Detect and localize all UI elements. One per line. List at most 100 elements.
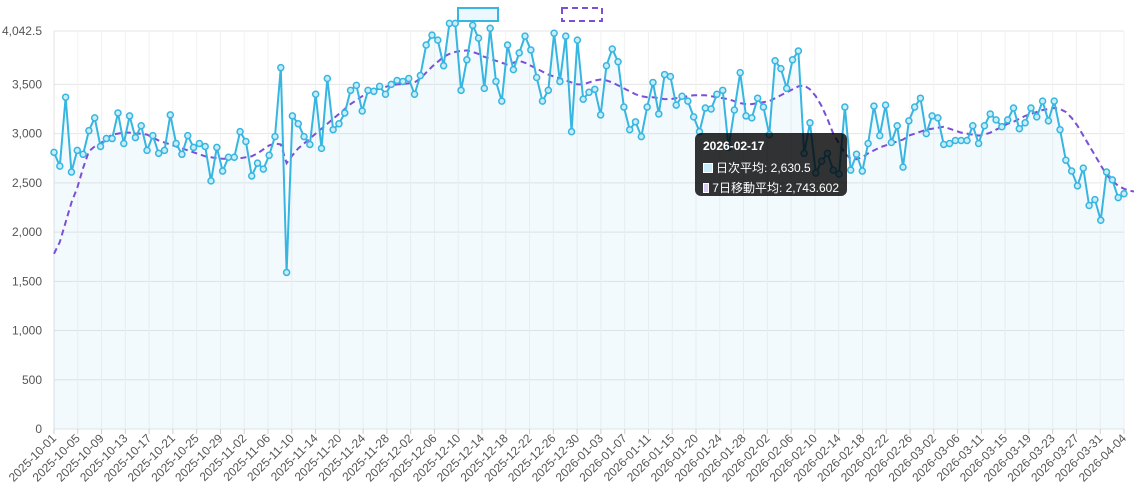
daily-average-point [794, 47, 803, 55]
daily-average-point [1091, 195, 1099, 204]
daily-average-point [1038, 97, 1047, 105]
daily-average-point [719, 86, 727, 95]
daily-average-point [352, 81, 361, 90]
tooltip-label-7day: 7日移動平均: 2,743.602 [712, 181, 839, 195]
daily-average-point [515, 49, 523, 57]
daily-average-point [509, 65, 518, 74]
daily-average-point [271, 132, 279, 141]
legend[interactable]: 日次平均 7日移動平均 [457, 7, 675, 22]
daily-average-point [195, 139, 204, 148]
daily-average-point [556, 77, 564, 86]
daily-average-point [625, 125, 634, 134]
daily-average-point [806, 119, 814, 127]
daily-average-point [1050, 97, 1058, 105]
daily-average-point [689, 113, 698, 121]
daily-average-point [329, 125, 337, 134]
daily-average-point [1096, 216, 1105, 225]
daily-average-point [422, 41, 430, 49]
y-tick-label: 3,500 [12, 77, 42, 91]
y-tick-label: 4,042.5 [2, 24, 42, 38]
daily-average-point [759, 103, 768, 111]
daily-average-point [230, 153, 239, 162]
daily-average-point [253, 159, 262, 167]
daily-average-point [1067, 167, 1076, 175]
daily-average-point [992, 116, 1000, 124]
daily-average-point [591, 85, 599, 94]
legend-label-daily: 日次平均 [504, 8, 552, 22]
legend-swatch-daily [457, 7, 499, 22]
series-layer [50, 19, 1134, 430]
daily-average-point [998, 123, 1006, 131]
daily-average-point [486, 24, 494, 33]
daily-average-point [934, 114, 942, 122]
tooltip: 2026-02-17 日次平均: 2,630.5 7日移動平均: 2,743.6… [695, 133, 847, 196]
daily-average-point [771, 57, 779, 65]
tooltip-row-daily: 日次平均: 2,630.5 [703, 159, 839, 176]
daily-average-point [172, 139, 180, 148]
daily-average-point [201, 142, 209, 151]
daily-average-point [56, 162, 64, 170]
daily-average-point [277, 63, 285, 72]
tooltip-swatch-7day [703, 182, 710, 193]
daily-average-point [184, 131, 192, 140]
daily-average-point [905, 117, 913, 125]
daily-average-point [1056, 125, 1064, 134]
daily-average-point [154, 149, 163, 158]
daily-average-point [707, 105, 715, 113]
daily-average-point [166, 111, 175, 119]
y-axis: 0 500 1,000 1,500 2,000 2,500 3,000 3,500 4,042.… [2, 24, 42, 436]
daily-average-point [416, 71, 425, 80]
daily-average-point [317, 144, 326, 153]
daily-average-point [1108, 176, 1117, 184]
y-tick-label: 2,500 [12, 176, 42, 190]
daily-average-point [649, 78, 657, 87]
daily-average-point [346, 86, 355, 95]
daily-average-point [178, 150, 186, 159]
daily-average-point [1015, 124, 1024, 133]
daily-average-point [85, 126, 93, 135]
daily-average-point [137, 122, 145, 130]
daily-average-point [61, 93, 70, 101]
y-tick-label: 3,000 [12, 127, 42, 141]
daily-average-point [777, 64, 785, 73]
legend-swatch-7day [561, 7, 603, 22]
daily-average-point [544, 86, 553, 95]
daily-average-point [50, 148, 58, 157]
daily-average-point [678, 92, 686, 100]
daily-average-point [265, 151, 273, 160]
daily-average-point [236, 127, 244, 136]
y-tick-label: 500 [22, 373, 42, 387]
daily-average-point [90, 114, 99, 122]
daily-average-point [120, 139, 128, 148]
tooltip-date: 2026-02-17 [703, 139, 765, 153]
y-tick-label: 0 [35, 422, 42, 436]
y-tick-label: 1,500 [12, 274, 42, 288]
daily-average-point [736, 68, 744, 77]
daily-average-point [701, 104, 710, 112]
daily-average-point [643, 103, 651, 111]
daily-average-point [876, 131, 884, 140]
daily-average-point [782, 84, 791, 93]
daily-average-point [393, 76, 401, 85]
daily-average-point [969, 122, 977, 130]
daily-average-point [538, 97, 547, 105]
daily-average-point [1044, 117, 1053, 125]
daily-average-point [381, 90, 390, 99]
daily-average-point [631, 118, 640, 126]
daily-average-point [974, 139, 983, 148]
daily-average-point [1021, 119, 1029, 127]
daily-average-point [294, 120, 302, 128]
daily-average-point [1009, 104, 1018, 112]
daily-average-point [439, 61, 448, 70]
daily-average-point [1027, 104, 1035, 112]
daily-average-point [579, 95, 587, 103]
tooltip-swatch-daily [703, 162, 713, 173]
daily-average-point [1114, 193, 1122, 202]
daily-average-area [54, 23, 1124, 430]
daily-average-point [614, 58, 622, 66]
daily-average-point [434, 36, 442, 44]
daily-average-point [684, 97, 692, 105]
daily-average-point [125, 112, 134, 120]
daily-average-point [986, 110, 994, 118]
